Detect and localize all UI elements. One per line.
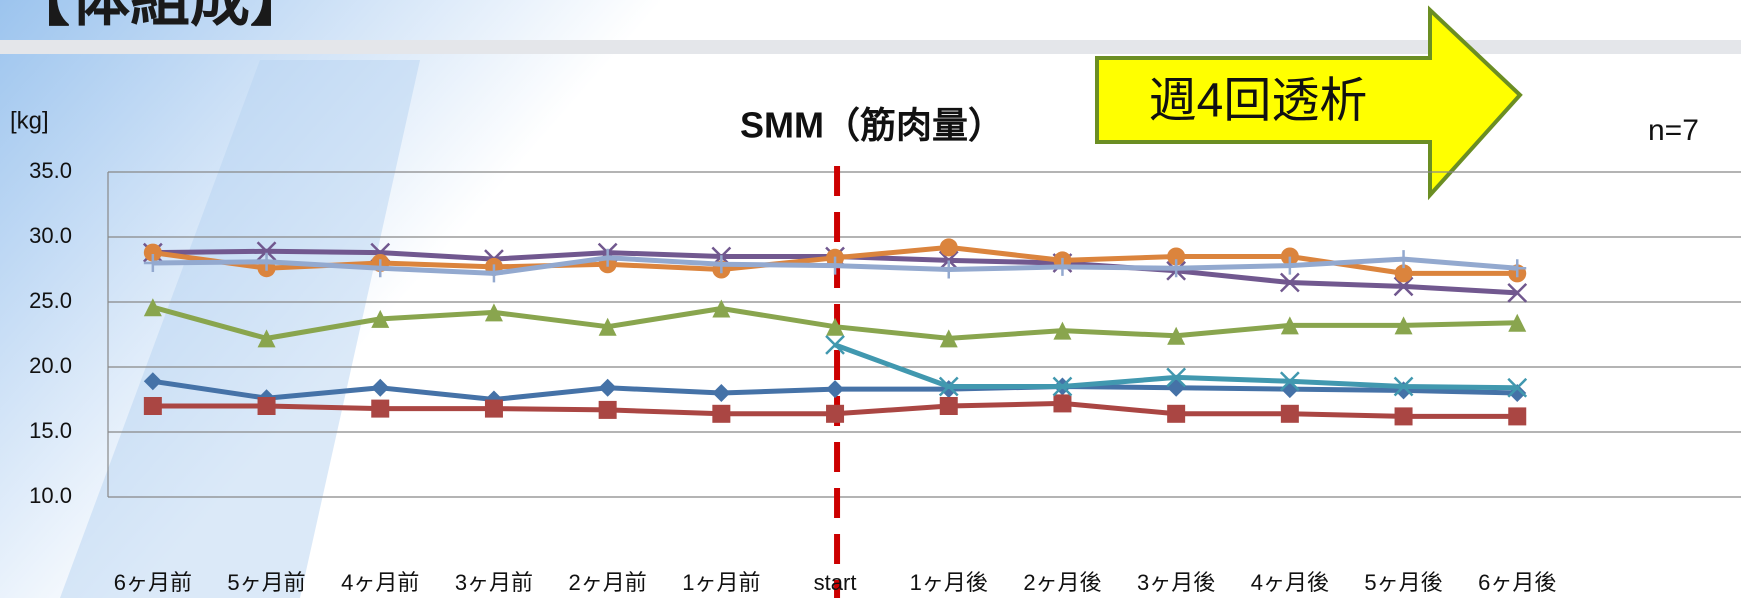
marker [484, 399, 503, 418]
marker [938, 376, 959, 397]
marker [826, 404, 845, 423]
marker [371, 259, 390, 278]
marker [256, 241, 277, 262]
marker [371, 378, 390, 397]
chart-title: SMM（筋肉量） [740, 105, 1004, 146]
marker [1052, 376, 1073, 397]
marker [1394, 250, 1413, 269]
marker [1279, 371, 1300, 392]
marker [712, 255, 731, 274]
marker [143, 298, 162, 317]
marker [939, 329, 958, 348]
marker [712, 404, 731, 423]
y-tick-label: 25.0 [29, 288, 72, 313]
arrow [1095, 5, 1523, 201]
marker [598, 317, 617, 336]
marker [825, 335, 845, 355]
header-band [0, 40, 1741, 54]
marker [143, 243, 162, 262]
marker [1167, 259, 1186, 278]
marker [1507, 283, 1528, 303]
y-tick-label: 35.0 [29, 158, 72, 183]
marker [484, 264, 503, 283]
plot: 10.0 15.0 20.0 25.0 30.0 35.0 6ヶ月前 5ヶ月前 4ヶ月前 3ヶ月前… [29, 158, 1741, 598]
marker [257, 329, 276, 348]
x-tick-label: 2ヶ月後 [1023, 570, 1101, 595]
marker [257, 252, 276, 271]
marker [712, 299, 731, 318]
y-tick-label: 10.0 [29, 483, 72, 508]
marker [1394, 264, 1413, 283]
marker [257, 397, 276, 415]
x-tick-label: 5ヶ月前 [227, 570, 305, 595]
marker [1280, 404, 1299, 423]
marker [939, 260, 958, 279]
y-tick-label: 20.0 [29, 353, 72, 378]
x-tick-label: 3ヶ月後 [1137, 570, 1215, 595]
annotation: n=7 [1648, 114, 1699, 147]
marker [1280, 256, 1299, 275]
x-tick-label: 4ヶ月前 [341, 570, 419, 595]
x-tick-label: 2ヶ月前 [569, 570, 647, 595]
arrow-label: 週4回透析 [1149, 75, 1368, 128]
marker [1508, 313, 1527, 332]
marker [826, 256, 845, 275]
marker [939, 238, 958, 257]
y-tick-label: 30.0 [29, 223, 72, 248]
x-tick-label: 1ヶ月前 [682, 570, 760, 595]
x-tick-label: 4ヶ月後 [1251, 570, 1329, 595]
x-tick-label: start [814, 570, 857, 595]
marker [371, 309, 390, 328]
x-tick-label: 6ヶ月後 [1478, 570, 1556, 595]
marker [1279, 272, 1300, 293]
marker [826, 380, 845, 399]
marker [598, 378, 617, 397]
marker [939, 397, 958, 415]
marker [1508, 407, 1527, 426]
marker [1394, 407, 1413, 426]
y-axis-label: [kg] [10, 107, 49, 134]
marker [826, 317, 845, 336]
x-tick-label: 6ヶ月前 [114, 570, 192, 595]
marker [1167, 326, 1186, 345]
marker [1053, 257, 1072, 276]
marker [1394, 316, 1413, 335]
marker [712, 384, 731, 402]
y-tick-label: 15.0 [29, 418, 72, 443]
marker [1166, 367, 1187, 388]
marker [1393, 376, 1414, 397]
marker [484, 303, 503, 322]
marker [1507, 377, 1528, 398]
x-tick-label: 1ヶ月後 [910, 570, 988, 595]
marker [1053, 321, 1072, 340]
marker [1167, 404, 1186, 423]
marker [371, 399, 390, 418]
marker [1508, 259, 1527, 278]
marker [1280, 316, 1299, 335]
marker [1280, 247, 1299, 266]
x-tick-label: 3ヶ月前 [455, 570, 533, 595]
marker [143, 397, 162, 415]
marker [598, 400, 617, 419]
marker [1393, 276, 1414, 297]
header-title: 【体組成】 [10, 0, 310, 33]
marker [938, 250, 959, 271]
marker [1167, 247, 1186, 266]
marker [143, 254, 162, 272]
marker [598, 248, 617, 267]
marker [143, 372, 162, 391]
marker [1053, 394, 1072, 413]
x-tick-label: 5ヶ月後 [1364, 570, 1442, 595]
